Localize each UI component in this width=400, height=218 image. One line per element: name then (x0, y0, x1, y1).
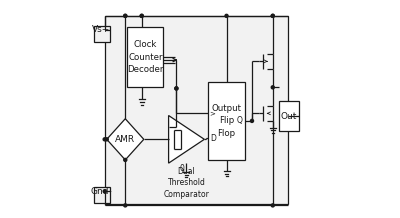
Circle shape (271, 204, 274, 207)
Circle shape (140, 14, 143, 17)
Circle shape (124, 14, 127, 17)
Circle shape (175, 87, 178, 90)
Circle shape (103, 190, 106, 193)
Circle shape (271, 14, 274, 17)
Bar (94, 187, 110, 203)
Text: Output
Flip
Flop: Output Flip Flop (212, 104, 242, 138)
Text: Clock
Counter
Decoder: Clock Counter Decoder (127, 40, 164, 74)
Polygon shape (107, 119, 144, 160)
Polygon shape (168, 116, 204, 163)
Circle shape (271, 14, 274, 17)
Circle shape (124, 158, 127, 161)
Circle shape (250, 119, 254, 123)
Circle shape (105, 138, 108, 141)
Text: AMR: AMR (115, 135, 135, 144)
Text: 0: 0 (179, 164, 184, 173)
Circle shape (140, 14, 143, 17)
Text: D: D (210, 134, 216, 143)
Bar (94, 26, 110, 42)
Circle shape (271, 86, 274, 89)
Text: Out: Out (281, 112, 297, 121)
Text: Vs+: Vs+ (92, 26, 110, 34)
Bar (128, 27, 163, 87)
Bar (279, 101, 298, 131)
Text: >: > (209, 110, 215, 116)
Circle shape (225, 14, 228, 17)
Bar (105, 16, 288, 204)
Circle shape (124, 14, 127, 17)
Text: Q: Q (237, 116, 243, 125)
Text: Dual
Threshold
Comparator: Dual Threshold Comparator (164, 167, 209, 199)
Circle shape (103, 138, 106, 141)
Bar (208, 82, 246, 160)
Circle shape (124, 204, 127, 207)
Circle shape (175, 87, 178, 90)
Text: Gnd-: Gnd- (90, 187, 112, 196)
